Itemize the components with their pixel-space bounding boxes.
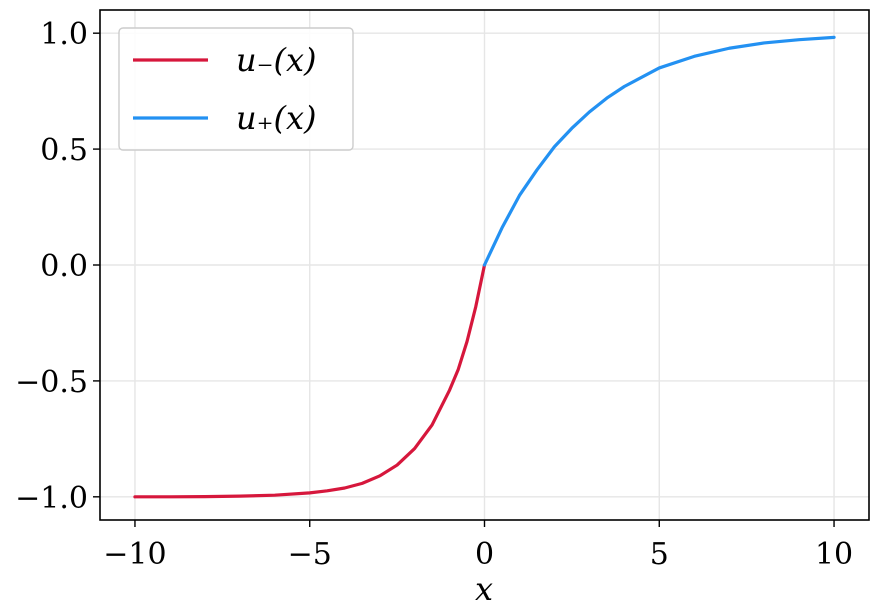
y-tick-label: −1.0 <box>15 481 88 516</box>
legend-label-1: u₊(x) <box>236 99 317 137</box>
x-tick-label: −10 <box>103 537 166 572</box>
x-tick-label: 10 <box>815 537 853 572</box>
x-tick-label: −5 <box>288 537 332 572</box>
y-tick-label: −0.5 <box>15 365 88 400</box>
y-tick-label: 1.0 <box>40 17 88 52</box>
series-line-1 <box>482 35 836 267</box>
series-line-0 <box>133 263 487 499</box>
x-axis-label: x <box>475 570 493 606</box>
legend-label-0: u₋(x) <box>236 41 317 79</box>
legend: u₋(x) u₊(x) <box>118 27 354 151</box>
series-lines <box>133 35 836 499</box>
y-tick-label: 0.0 <box>40 249 88 284</box>
x-tick-label: 5 <box>650 537 669 572</box>
y-tick-label: 0.5 <box>40 133 88 168</box>
x-tick-label: 0 <box>475 537 494 572</box>
axis-ticks: −10 −5 0 5 10 −1.0 −0.5 0.0 0.5 1.0 <box>15 17 853 572</box>
